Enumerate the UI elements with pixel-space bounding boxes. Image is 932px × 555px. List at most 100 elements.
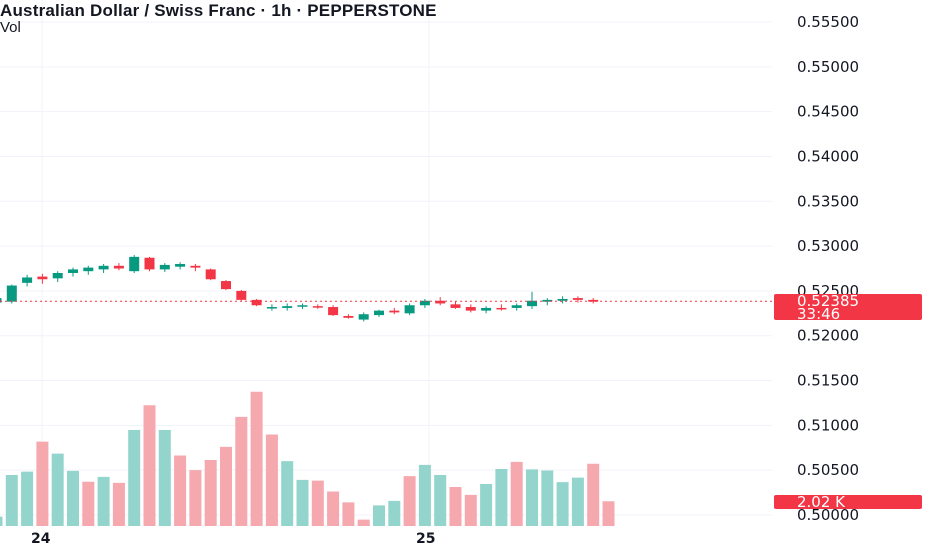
volume-bar	[526, 469, 538, 526]
candle-body	[527, 300, 537, 307]
volume-bar	[21, 471, 34, 526]
volume-bar	[143, 405, 156, 526]
candle-body	[6, 285, 17, 302]
volume-bar	[204, 460, 217, 526]
price-tick-label: 0.51000	[797, 416, 859, 434]
price-tick-label: 0.55000	[797, 58, 859, 76]
volume-bar	[250, 391, 263, 526]
volume-bar	[464, 494, 477, 526]
candle-body	[205, 269, 216, 280]
volume-bar	[342, 502, 355, 526]
volume-bar	[82, 481, 95, 526]
price-tick-label: 0.50000	[797, 506, 859, 524]
candle-body	[68, 269, 78, 273]
candle-body	[190, 265, 201, 268]
volume-bar	[51, 453, 64, 526]
candle-body	[542, 299, 553, 302]
candle-body	[113, 265, 124, 269]
candle-body	[37, 276, 48, 280]
volume-bar	[36, 441, 49, 526]
price-axis[interactable]: 0.55500 0.55000 0.54500 0.54000 0.53500 0.530…	[797, 13, 859, 524]
bar-countdown: 33:46	[797, 305, 840, 323]
volume-bar	[556, 482, 569, 526]
candle-body	[129, 256, 140, 272]
volume-bar	[495, 469, 508, 526]
candles	[0, 255, 599, 322]
candle-body	[312, 306, 323, 308]
candle-body	[282, 306, 293, 308]
volume-bar	[281, 461, 294, 526]
candle-body	[83, 267, 94, 272]
time-tick-label: 24	[31, 531, 51, 547]
volume-bar	[189, 470, 202, 526]
current-volume-badge	[774, 495, 922, 509]
candle-body	[588, 299, 599, 302]
volume-bar	[265, 434, 278, 526]
candle-body	[557, 298, 568, 301]
volume-bar	[357, 519, 370, 526]
volume-bar	[158, 430, 171, 526]
volume-bar	[571, 477, 584, 526]
price-tick-label: 0.53000	[797, 237, 859, 255]
volume-bar	[327, 491, 340, 526]
price-tick-label: 0.53500	[797, 192, 859, 210]
volume-bar	[587, 463, 600, 526]
candle-body	[98, 265, 109, 270]
candle-body	[450, 304, 461, 308]
price-tick-label: 0.54500	[797, 103, 859, 121]
grid	[0, 0, 772, 528]
volume-bar	[541, 470, 554, 526]
price-tick-label: 0.55500	[797, 13, 859, 31]
candle-body	[435, 300, 446, 304]
candle-body	[175, 264, 186, 267]
volume-bar	[0, 516, 3, 526]
candle-body	[419, 300, 430, 306]
volume-bar	[602, 501, 615, 526]
candle-body	[511, 305, 522, 308]
candle-body	[404, 305, 415, 314]
candle-body	[236, 290, 247, 300]
candle-body	[481, 307, 492, 311]
volume-bar	[388, 500, 401, 526]
volume-bar	[418, 464, 431, 526]
volume-bar	[449, 487, 462, 526]
current-price-value: 0.52385	[797, 292, 859, 310]
volume-bar	[311, 480, 324, 526]
candle-body	[328, 307, 339, 316]
volume-bar	[296, 479, 309, 526]
volume-bar	[67, 470, 79, 526]
volume-bar	[174, 455, 187, 526]
candle-body	[221, 281, 231, 290]
candle-body	[251, 299, 262, 306]
candle-body	[496, 307, 507, 310]
price-tick-label: 0.51500	[797, 372, 859, 390]
candle-body	[374, 310, 384, 316]
volume-bar	[220, 446, 232, 526]
volume-bar	[5, 475, 18, 526]
volume-bar	[403, 476, 416, 526]
candle-body	[0, 298, 2, 303]
price-tick-label: 0.50500	[797, 461, 859, 479]
volume-bar	[112, 482, 125, 526]
candle-body	[22, 277, 33, 283]
volume-bar	[480, 484, 493, 526]
symbol-title[interactable]: Australian Dollar / Swiss Franc · 1h · P…	[0, 1, 437, 20]
candle-body	[343, 316, 354, 318]
volume-bar	[434, 475, 447, 526]
volume-bar	[373, 505, 385, 526]
volume-indicator-label[interactable]: Vol	[0, 19, 21, 36]
candle-body	[389, 310, 400, 313]
candle-body	[465, 307, 476, 311]
price-tick-label: 0.54000	[797, 147, 859, 165]
candle-body	[159, 264, 170, 270]
candle-body	[297, 305, 308, 307]
time-axis[interactable]: 24 25	[31, 531, 435, 547]
candle-body	[572, 298, 583, 300]
volume-bar	[97, 476, 110, 526]
candle-body	[358, 314, 369, 320]
price-tick-label: 0.52000	[797, 327, 859, 345]
current-volume-value: 2.02 K	[797, 493, 846, 511]
candle-body	[144, 257, 155, 270]
